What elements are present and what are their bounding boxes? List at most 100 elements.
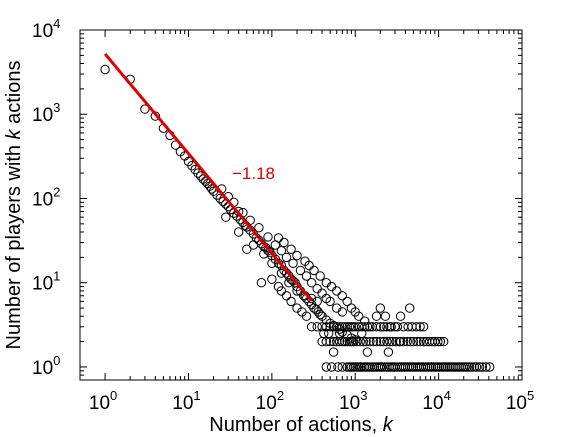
data-point: [382, 336, 392, 347]
data-point: [242, 244, 252, 254]
y-axis-title: Number of players with k actions: [3, 60, 25, 349]
data-point: [474, 362, 485, 372]
data-point: [464, 362, 475, 372]
data-point: [412, 336, 422, 347]
x-tick-label: 100: [89, 388, 117, 414]
data-point: [267, 258, 277, 268]
data-point: [439, 336, 449, 347]
data-point: [325, 296, 335, 307]
data-point: [326, 362, 337, 372]
data-point: [481, 362, 491, 372]
data-point: [306, 278, 317, 288]
x-tick-label: 104: [422, 388, 450, 414]
data-point: [312, 296, 322, 307]
data-point: [196, 171, 206, 181]
axis-ticks: [80, 29, 523, 381]
data-point: [312, 322, 322, 332]
data-point: [402, 336, 412, 347]
data-point: [383, 347, 394, 357]
data-point: [342, 296, 352, 307]
data-point: [385, 336, 395, 347]
data-point: [411, 322, 421, 332]
tick-labels: 100 101 102 103 104 105 100 101 102 103 104: [32, 16, 534, 414]
data-point: [259, 249, 269, 259]
data-point: [418, 322, 429, 332]
data-point: [405, 336, 416, 347]
data-point: [273, 233, 284, 243]
data-point: [357, 322, 367, 332]
data-point: [361, 336, 371, 347]
data-point: [288, 258, 298, 268]
data-point: [433, 336, 443, 347]
data-point: [306, 322, 317, 332]
data-point: [354, 311, 364, 321]
data-point: [304, 260, 314, 271]
data-point: [392, 322, 403, 332]
data-point: [337, 336, 347, 347]
x-tick-label: 105: [506, 388, 534, 414]
data-point: [301, 311, 312, 321]
data-point: [337, 322, 347, 332]
data-point: [140, 104, 150, 114]
slope-annotation: −1.18: [232, 164, 275, 183]
fit-line: [103, 52, 313, 302]
data-point: [276, 246, 287, 256]
data-point: [379, 322, 389, 332]
data-point: [315, 271, 325, 281]
data-point: [377, 362, 387, 372]
data-point: [415, 336, 425, 347]
data-point: [315, 309, 325, 320]
data-point: [190, 164, 200, 175]
data-point: [348, 336, 359, 347]
data-point: [281, 252, 292, 263]
data-point: [360, 316, 370, 326]
data-point: [309, 265, 319, 276]
data-point: [435, 336, 446, 347]
data-point: [273, 281, 284, 292]
data-point: [334, 328, 345, 339]
data-point: [279, 237, 289, 248]
data-point: [471, 362, 482, 372]
data-point: [333, 362, 343, 372]
data-point: [415, 322, 425, 332]
y-tick-label: 102: [32, 184, 60, 210]
data-point: [256, 278, 267, 288]
data-point: [254, 223, 264, 233]
data-point: [319, 328, 329, 339]
y-tick-label: 100: [32, 353, 60, 379]
data-point: [207, 184, 217, 194]
data-point: [342, 336, 352, 347]
data-point: [248, 240, 259, 250]
data-point: [368, 336, 379, 347]
data-point: [321, 362, 331, 372]
data-point: [408, 336, 419, 347]
data-point: [350, 322, 360, 332]
data-point: [337, 327, 347, 337]
data-point: [301, 271, 312, 281]
data-point: [306, 293, 317, 304]
data-point: [371, 311, 382, 321]
y-tick-label: 101: [32, 269, 60, 295]
x-axis-title: Number of actions, k: [209, 414, 393, 436]
plot-frame: [79, 29, 523, 381]
x-tick-label: 102: [256, 388, 284, 414]
data-point: [276, 260, 287, 271]
x-tick-label: 103: [339, 388, 367, 414]
data-point: [100, 64, 110, 75]
data-point: [375, 322, 385, 332]
data-point: [362, 322, 373, 332]
data-point: [386, 322, 396, 332]
data-point: [365, 336, 375, 347]
data-point: [337, 291, 347, 301]
data-point: [321, 322, 331, 332]
data-point: [292, 286, 302, 296]
data-point: [193, 168, 203, 178]
data-point: [485, 362, 495, 372]
data-point: [292, 250, 302, 261]
data-point: [405, 303, 415, 313]
data-point: [387, 336, 398, 347]
data-points: [100, 64, 495, 372]
data-point: [375, 303, 385, 313]
data-point: [398, 336, 409, 347]
data-point: [284, 278, 294, 288]
